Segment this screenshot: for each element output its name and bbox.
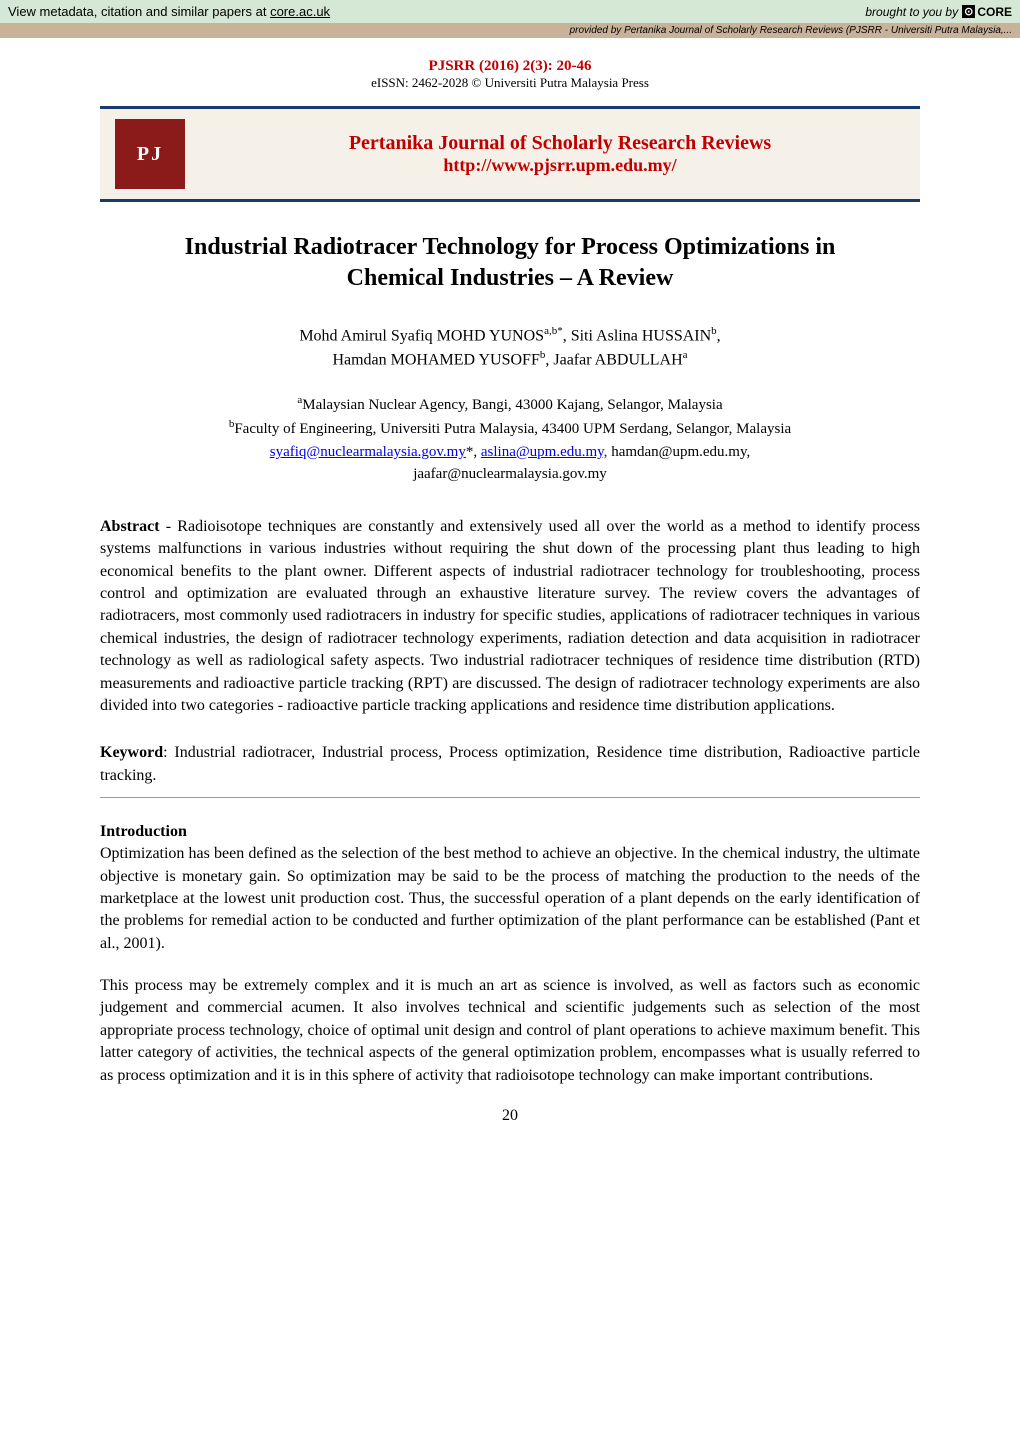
journal-banner: PJ Pertanika Journal of Scholarly Resear… [100,106,920,202]
journal-logo: PJ [115,119,185,189]
metadata-left: View metadata, citation and similar pape… [8,4,330,19]
core-logo[interactable]: ⊙ CORE [962,5,1012,19]
metadata-text: View metadata, citation and similar pape… [8,4,270,19]
title-line1: Industrial Radiotracer Technology for Pr… [185,234,836,260]
email-link-2[interactable]: aslina@upm.edu.my, [481,444,608,460]
email-4: jaafar@nuclearmalaysia.gov.my [413,466,607,482]
core-link[interactable]: core.ac.uk [270,4,330,19]
emails: syafiq@nuclearmalaysia.gov.my*, aslina@u… [100,441,920,486]
affiliation-1: aMalaysian Nuclear Agency, Bangi, 43000 … [100,392,920,417]
metadata-right: brought to you by ⊙ CORE [865,5,1012,19]
page-number: 20 [100,1107,920,1125]
intro-para-1: Optimization has been defined as the sel… [100,843,920,955]
page-content: PJSRR (2016) 2(3): 20-46 eISSN: 2462-202… [0,38,1020,1165]
keyword-label: Keyword [100,744,163,761]
affiliation-2: bFaculty of Engineering, Universiti Putr… [100,416,920,441]
logo-text: PJ [137,143,163,166]
brought-by-text: brought to you by [865,5,958,19]
eissn-text: eISSN: 2462-2028 © Universiti Putra Mala… [100,75,920,91]
abstract-text: - Radioisotope techniques are constantly… [100,518,920,714]
section-divider [100,797,920,798]
keyword-text: : Industrial radiotracer, Industrial pro… [100,744,920,783]
affiliations: aMalaysian Nuclear Agency, Bangi, 43000 … [100,392,920,486]
journal-url[interactable]: http://www.pjsrr.upm.edu.my/ [215,155,905,176]
abstract: Abstract - Radioisotope techniques are c… [100,516,920,718]
title-line2: Chemical Industries – A Review [347,265,674,291]
header-info: PJSRR (2016) 2(3): 20-46 eISSN: 2462-202… [100,58,920,91]
metadata-bar: View metadata, citation and similar pape… [0,0,1020,23]
provided-prefix: provided by [570,25,624,36]
paper-title: Industrial Radiotracer Technology for Pr… [100,232,920,294]
abstract-label: Abstract [100,518,160,535]
provided-text: Pertanika Journal of Scholarly Research … [624,25,1012,36]
email-3: hamdan@upm.edu.my, [611,444,750,460]
core-label: CORE [977,5,1012,19]
journal-title: Pertanika Journal of Scholarly Research … [215,132,905,155]
intro-para-2: This process may be extremely complex an… [100,975,920,1087]
provided-bar: provided by Pertanika Journal of Scholar… [0,23,1020,38]
core-icon: ⊙ [962,5,975,18]
introduction-heading: Introduction [100,823,920,841]
keywords: Keyword: Industrial radiotracer, Industr… [100,742,920,787]
email-link-1[interactable]: syafiq@nuclearmalaysia.gov.my [270,444,466,460]
authors: Mohd Amirul Syafiq MOHD YUNOSa,b*, Siti … [100,324,920,371]
banner-text-container: Pertanika Journal of Scholarly Research … [215,132,905,176]
journal-reference: PJSRR (2016) 2(3): 20-46 [100,58,920,75]
